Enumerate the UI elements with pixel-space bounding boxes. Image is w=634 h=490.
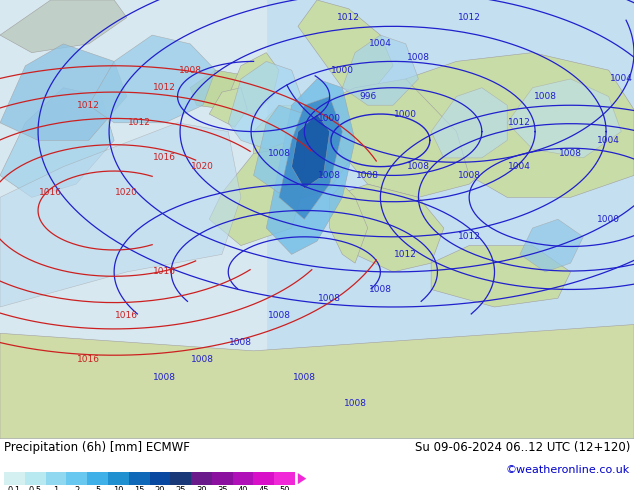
Polygon shape xyxy=(254,105,355,202)
Text: 1008: 1008 xyxy=(559,149,582,158)
Text: 25: 25 xyxy=(176,486,186,490)
Bar xyxy=(108,472,129,485)
Bar xyxy=(233,472,254,485)
Text: 1012: 1012 xyxy=(508,118,531,127)
Bar xyxy=(171,472,191,485)
Polygon shape xyxy=(89,35,216,123)
Text: 1016: 1016 xyxy=(77,355,100,364)
Text: 1004: 1004 xyxy=(508,162,531,171)
Bar xyxy=(191,472,212,485)
Text: 1000: 1000 xyxy=(394,110,417,119)
Text: 1008: 1008 xyxy=(318,171,341,180)
Text: 1016: 1016 xyxy=(153,268,176,276)
Polygon shape xyxy=(406,52,634,197)
Text: 1008: 1008 xyxy=(318,294,341,303)
Text: 0.1: 0.1 xyxy=(8,486,21,490)
Polygon shape xyxy=(292,114,330,189)
Polygon shape xyxy=(228,52,279,114)
Polygon shape xyxy=(0,0,127,52)
Text: 1000: 1000 xyxy=(331,66,354,74)
Text: 1004: 1004 xyxy=(369,39,392,49)
Polygon shape xyxy=(279,97,342,220)
Text: 1020: 1020 xyxy=(115,189,138,197)
Text: 45: 45 xyxy=(259,486,269,490)
Polygon shape xyxy=(330,184,444,272)
Text: 1000: 1000 xyxy=(597,215,620,224)
Bar xyxy=(4,472,25,485)
Polygon shape xyxy=(330,184,368,263)
Text: Su 09-06-2024 06..12 UTC (12+120): Su 09-06-2024 06..12 UTC (12+120) xyxy=(415,441,630,454)
Polygon shape xyxy=(209,88,247,127)
Text: 1008: 1008 xyxy=(356,171,379,180)
Text: 30: 30 xyxy=(196,486,207,490)
Text: 2: 2 xyxy=(74,486,79,490)
Text: 1012: 1012 xyxy=(458,232,481,241)
Bar xyxy=(212,472,233,485)
Text: 50: 50 xyxy=(280,486,290,490)
Text: 1008: 1008 xyxy=(268,149,290,158)
Bar xyxy=(129,472,150,485)
Text: 1008: 1008 xyxy=(369,285,392,294)
Polygon shape xyxy=(317,79,507,197)
Text: 35: 35 xyxy=(217,486,228,490)
Text: 1008: 1008 xyxy=(153,373,176,382)
Text: 15: 15 xyxy=(134,486,145,490)
Text: 1020: 1020 xyxy=(191,162,214,171)
Polygon shape xyxy=(209,149,304,245)
Text: 996: 996 xyxy=(359,92,377,101)
Text: 1012: 1012 xyxy=(394,250,417,259)
Text: 10: 10 xyxy=(113,486,124,490)
Polygon shape xyxy=(520,220,583,272)
Text: 1016: 1016 xyxy=(153,153,176,162)
Text: ©weatheronline.co.uk: ©weatheronline.co.uk xyxy=(506,465,630,475)
Bar xyxy=(46,472,67,485)
Text: 1008: 1008 xyxy=(268,311,290,320)
Polygon shape xyxy=(266,79,355,254)
Text: 1012: 1012 xyxy=(77,101,100,110)
Bar xyxy=(275,472,295,485)
Polygon shape xyxy=(431,245,571,307)
Text: 1008: 1008 xyxy=(458,171,481,180)
Text: 1012: 1012 xyxy=(153,83,176,92)
Text: 1004: 1004 xyxy=(610,74,633,83)
Text: 1008: 1008 xyxy=(179,66,202,74)
Text: 1008: 1008 xyxy=(534,92,557,101)
Polygon shape xyxy=(298,0,393,97)
Bar xyxy=(87,472,108,485)
Bar xyxy=(150,472,171,485)
Text: 1000: 1000 xyxy=(318,114,341,123)
Text: 5: 5 xyxy=(95,486,100,490)
Text: 1016: 1016 xyxy=(115,311,138,320)
Text: 1012: 1012 xyxy=(458,13,481,22)
Text: 1012: 1012 xyxy=(128,118,151,127)
Bar xyxy=(67,472,87,485)
Text: 20: 20 xyxy=(155,486,165,490)
Text: 1008: 1008 xyxy=(407,52,430,62)
Text: 1008: 1008 xyxy=(344,399,366,408)
Bar xyxy=(254,472,275,485)
Text: 1: 1 xyxy=(53,486,58,490)
Text: 1016: 1016 xyxy=(39,189,62,197)
Polygon shape xyxy=(431,88,507,158)
Text: 1008: 1008 xyxy=(191,355,214,364)
Polygon shape xyxy=(228,61,304,149)
Polygon shape xyxy=(0,88,114,197)
Polygon shape xyxy=(254,105,304,193)
Polygon shape xyxy=(190,70,254,110)
Text: 0.5: 0.5 xyxy=(29,486,42,490)
Text: Precipitation (6h) [mm] ECMWF: Precipitation (6h) [mm] ECMWF xyxy=(4,441,190,454)
Text: 1004: 1004 xyxy=(597,136,620,145)
Text: 1008: 1008 xyxy=(407,162,430,171)
Text: 1008: 1008 xyxy=(230,338,252,346)
Polygon shape xyxy=(0,123,241,307)
Bar xyxy=(25,472,46,485)
Polygon shape xyxy=(342,35,418,105)
Polygon shape xyxy=(0,44,127,140)
Text: 40: 40 xyxy=(238,486,249,490)
Text: 1008: 1008 xyxy=(293,373,316,382)
Polygon shape xyxy=(507,79,621,158)
Polygon shape xyxy=(0,324,634,439)
Text: 1012: 1012 xyxy=(337,13,360,22)
Bar xyxy=(0,0,266,439)
